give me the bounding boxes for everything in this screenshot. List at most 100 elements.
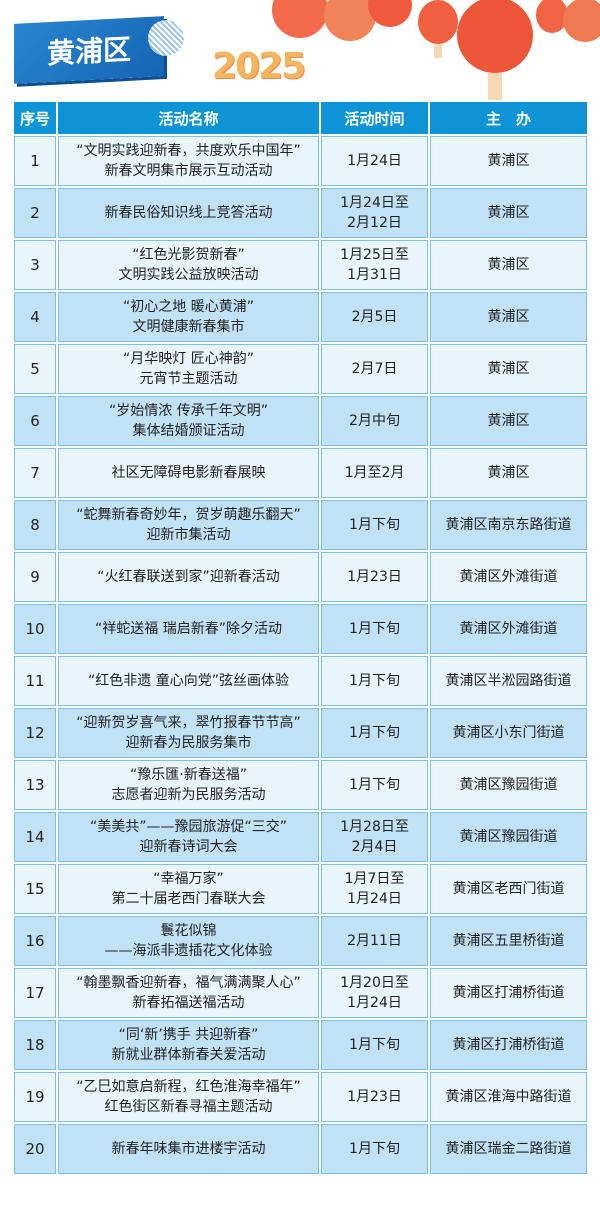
activity-time-line: 1月24日 xyxy=(347,153,402,169)
host-organization: 黄浦区 xyxy=(430,136,587,186)
activity-name-line: “火红春联送到家”迎新春活动 xyxy=(97,569,280,585)
table-row: 11 “红色非遗 童心向党”弦丝画体验 1月下旬 黄浦区半淞园路街道 xyxy=(14,656,587,706)
activity-name: 新春年味集市进楼宇活动 xyxy=(58,1124,319,1174)
host-text: 黄浦区老西门街道 xyxy=(452,881,565,897)
activity-name: 社区无障碍电影新春展映 xyxy=(58,448,319,498)
lantern-flower-decoration xyxy=(272,0,600,100)
table-row: 17 “翰墨飘香迎新春，福气满满聚人心” 新春拓福送福活动 1月20日至 1月24日 黄浦… xyxy=(14,968,587,1018)
activity-name: “岁始情浓 传承千年文明” 集体结婚颁证活动 xyxy=(58,396,319,446)
activity-time-line: 2月11日 xyxy=(347,933,402,949)
activity-time: 2月5日 xyxy=(321,292,428,342)
dot-pattern-decoration xyxy=(148,20,184,56)
activity-name-line: “初心之地 暖心黄浦” xyxy=(123,299,254,315)
activity-name-line: 志愿者迎新为民服务活动 xyxy=(111,787,266,803)
table-row: 1 “文明实践迎新春，共度欢乐中国年” 新春文明集市展示互动活动 1月24日 黄浦区 xyxy=(14,136,587,186)
host-text: 黄浦区 xyxy=(487,361,530,377)
row-number: 13 xyxy=(14,760,56,810)
host-text: 黄浦区打浦桥街道 xyxy=(452,985,565,1001)
activity-time-line: 1月24日至 xyxy=(340,195,409,211)
row-number: 7 xyxy=(14,448,56,498)
host-text: 黄浦区五里桥街道 xyxy=(452,933,565,949)
table-row: 4 “初心之地 暖心黄浦” 文明健康新春集市 2月5日 黄浦区 xyxy=(14,292,587,342)
activity-time: 1月28日至 2月4日 xyxy=(321,812,428,862)
host-organization: 黄浦区小东门街道 xyxy=(430,708,587,758)
table-row: 15 “幸福万家” 第二十届老西门春联大会 1月7日至 1月24日 黄浦区老西门街道 xyxy=(14,864,587,914)
host-organization: 黄浦区打浦桥街道 xyxy=(430,1020,587,1070)
row-number: 2 xyxy=(14,188,56,238)
activity-name: “文明实践迎新春，共度欢乐中国年” 新春文明集市展示互动活动 xyxy=(58,136,319,186)
host-organization: 黄浦区 xyxy=(430,292,587,342)
activity-time-line: 2月中旬 xyxy=(349,413,400,429)
activity-name-line: 迎新市集活动 xyxy=(146,527,231,543)
activity-name-line: 新春民俗知识线上竞答活动 xyxy=(104,205,273,221)
host-text: 黄浦区外滩街道 xyxy=(459,621,558,637)
activity-time: 1月下旬 xyxy=(321,656,428,706)
activity-time: 1月23日 xyxy=(321,1072,428,1122)
activity-time: 1月7日至 1月24日 xyxy=(321,864,428,914)
activity-time-line: 1月下旬 xyxy=(349,725,400,741)
row-number: 20 xyxy=(14,1124,56,1174)
host-text: 黄浦区小东门街道 xyxy=(452,725,565,741)
row-number-text: 5 xyxy=(30,360,40,378)
activity-time: 1月下旬 xyxy=(321,604,428,654)
activity-name: “月华映灯 匠心神韵” 元宵节主题活动 xyxy=(58,344,319,394)
host-organization: 黄浦区外滩街道 xyxy=(430,604,587,654)
activity-time-line: 1月20日至 xyxy=(340,975,409,991)
host-organization: 黄浦区 xyxy=(430,188,587,238)
activity-time: 1月20日至 1月24日 xyxy=(321,968,428,1018)
host-text: 黄浦区淮海中路街道 xyxy=(445,1089,572,1105)
activity-time: 2月中旬 xyxy=(321,396,428,446)
host-text: 黄浦区 xyxy=(487,205,530,221)
host-organization: 黄浦区豫园街道 xyxy=(430,760,587,810)
table-row: 20 新春年味集市进楼宇活动 1月下旬 黄浦区瑞金二路街道 xyxy=(14,1124,587,1174)
activity-name-line: 红色街区新春寻福主题活动 xyxy=(104,1099,273,1115)
activity-time-line: 1月至2月 xyxy=(344,465,405,481)
activity-name: “美美共”——豫园旅游促“三交” 迎新春诗词大会 xyxy=(58,812,319,862)
activity-time: 1月下旬 xyxy=(321,500,428,550)
activity-time: 1月24日 xyxy=(321,136,428,186)
table-row: 14 “美美共”——豫园旅游促“三交” 迎新春诗词大会 1月28日至 2月4日 黄浦区豫园… xyxy=(14,812,587,862)
activity-name-line: 迎新春诗词大会 xyxy=(139,839,238,855)
activity-name: “蛇舞新春奇妙年，贺岁萌趣乐翻天” 迎新市集活动 xyxy=(58,500,319,550)
row-number-text: 15 xyxy=(25,880,45,898)
row-number: 5 xyxy=(14,344,56,394)
activity-time-line: 2月7日 xyxy=(351,361,398,377)
activity-name-line: 新就业群体新春关爱活动 xyxy=(111,1047,266,1063)
row-number-text: 3 xyxy=(30,256,40,274)
activity-name-line: 新春文明集市展示互动活动 xyxy=(104,163,273,179)
activity-time-line: 1月28日至 xyxy=(340,819,409,835)
row-number-text: 6 xyxy=(30,412,40,430)
row-number-text: 13 xyxy=(25,776,45,794)
activity-time-line: 2月12日 xyxy=(347,215,402,231)
row-number-text: 17 xyxy=(25,984,45,1002)
table-row: 6 “岁始情浓 传承千年文明” 集体结婚颁证活动 2月中旬 黄浦区 xyxy=(14,396,587,446)
activity-name-line: 社区无障碍电影新春展映 xyxy=(111,465,266,481)
row-number: 6 xyxy=(14,396,56,446)
activity-name-line: 元宵节主题活动 xyxy=(139,371,238,387)
row-number: 3 xyxy=(14,240,56,290)
activity-time-line: 1月23日 xyxy=(347,1089,402,1105)
host-organization: 黄浦区半淞园路街道 xyxy=(430,656,587,706)
row-number: 17 xyxy=(14,968,56,1018)
row-number: 4 xyxy=(14,292,56,342)
host-organization: 黄浦区老西门街道 xyxy=(430,864,587,914)
row-number: 8 xyxy=(14,500,56,550)
activity-time-line: 1月下旬 xyxy=(349,1037,400,1053)
table-row: 16 鬟花似锦 ——海派非遗插花文化体验 2月11日 黄浦区五里桥街道 xyxy=(14,916,587,966)
row-number: 19 xyxy=(14,1072,56,1122)
district-title: 黄浦区 xyxy=(46,32,131,71)
host-text: 黄浦区 xyxy=(487,153,530,169)
row-number-text: 1 xyxy=(30,152,40,170)
host-organization: 黄浦区打浦桥街道 xyxy=(430,968,587,1018)
activity-name-line: “乙巳如意启新程，红色淮海幸福年” xyxy=(76,1079,301,1095)
host-organization: 黄浦区 xyxy=(430,396,587,446)
table-row: 5 “月华映灯 匠心神韵” 元宵节主题活动 2月7日 黄浦区 xyxy=(14,344,587,394)
activity-name-line: 文明实践公益放映活动 xyxy=(118,267,259,283)
activity-name-line: 迎新春为民服务集市 xyxy=(125,735,252,751)
activity-name-line: 文明健康新春集市 xyxy=(132,319,245,335)
activity-name-line: “岁始情浓 传承千年文明” xyxy=(109,403,268,419)
table-row: 12 “迎新贺岁喜气来，翠竹报春节节高” 迎新春为民服务集市 1月下旬 黄浦区小东门街道 xyxy=(14,708,587,758)
row-number-text: 10 xyxy=(25,620,45,638)
activity-time: 1月23日 xyxy=(321,552,428,602)
host-text: 黄浦区半淞园路街道 xyxy=(445,673,572,689)
